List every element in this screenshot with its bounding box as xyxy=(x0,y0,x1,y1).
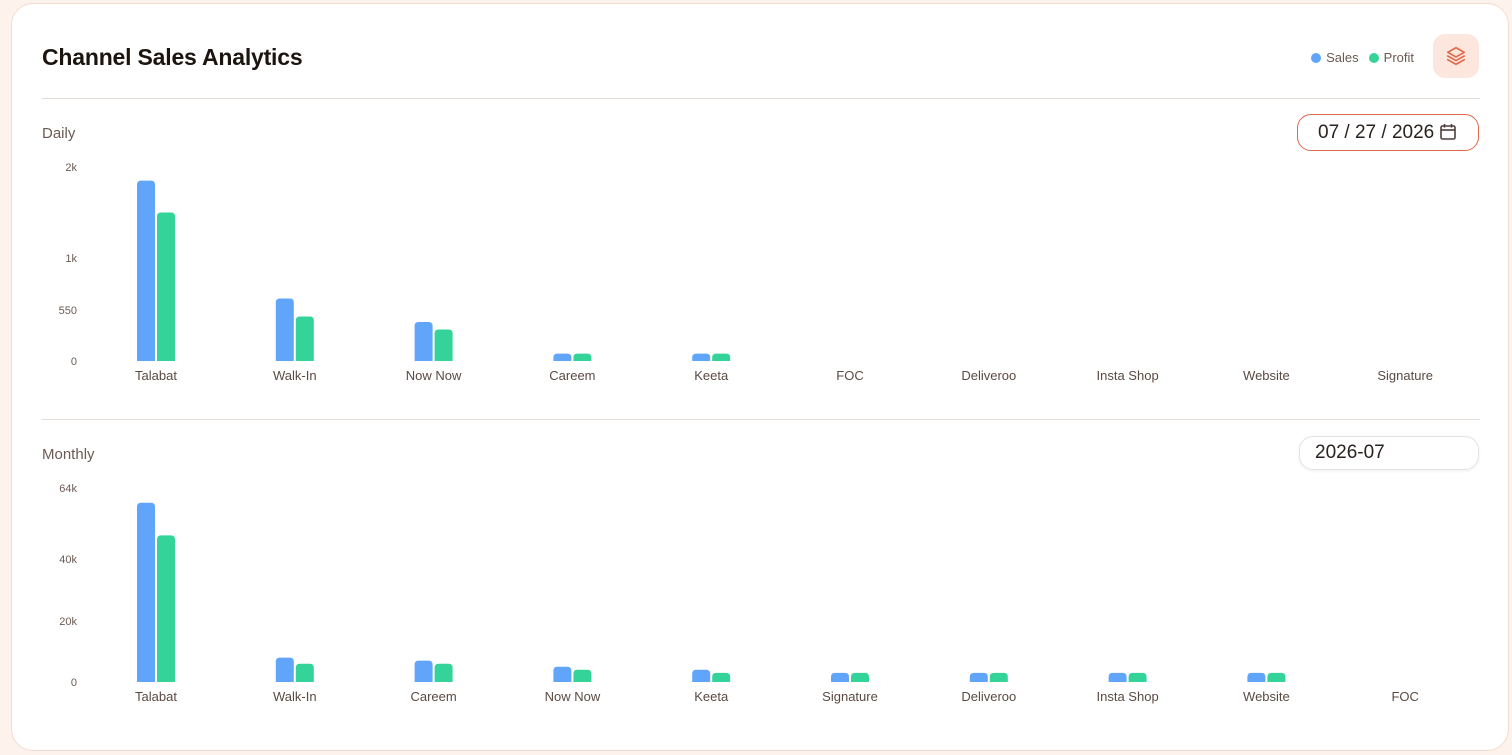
x-category-label: Talabat xyxy=(135,368,177,383)
y-tick-label: 20k xyxy=(59,616,77,628)
bar-sales-now-now[interactable] xyxy=(553,666,572,682)
bar-sales-website[interactable] xyxy=(1247,672,1266,682)
bar-profit-signature[interactable] xyxy=(851,672,869,682)
bar-profit-keeta[interactable] xyxy=(712,672,731,682)
bar-sales-walk-in[interactable] xyxy=(275,298,294,361)
y-tick-label: 1k xyxy=(65,253,77,265)
monthly-month-value: 2026-07 xyxy=(1315,442,1385,463)
x-category-label: Now Now xyxy=(406,368,462,383)
x-category-label: Signature xyxy=(1377,368,1433,383)
bar-sales-talabat[interactable] xyxy=(137,502,155,682)
y-tick-label: 0 xyxy=(71,356,77,368)
daily-label: Daily xyxy=(42,125,76,142)
bar-profit-website[interactable] xyxy=(1267,672,1286,682)
x-category-label: Signature xyxy=(822,689,878,704)
page-title: Channel Sales Analytics xyxy=(42,44,303,70)
bar-profit-keeta[interactable] xyxy=(712,353,731,361)
x-category-label: Keeta xyxy=(694,368,729,383)
x-category-label: Website xyxy=(1243,689,1290,704)
bar-sales-insta-shop[interactable] xyxy=(1108,672,1127,682)
bar-sales-now-now[interactable] xyxy=(414,322,433,361)
x-category-label: Careem xyxy=(410,689,456,704)
x-category-label: FOC xyxy=(1391,689,1418,704)
bar-sales-deliveroo[interactable] xyxy=(969,672,988,682)
bar-sales-keeta[interactable] xyxy=(692,669,711,682)
x-category-label: Walk-In xyxy=(273,368,317,383)
calendar-icon[interactable] xyxy=(1439,123,1457,141)
bar-profit-talabat[interactable] xyxy=(157,535,175,682)
legend-dot-profit xyxy=(1368,52,1379,63)
header-divider xyxy=(42,98,1480,99)
bar-sales-keeta[interactable] xyxy=(692,353,711,361)
layers-button[interactable] xyxy=(1433,34,1479,78)
x-category-label: Website xyxy=(1243,368,1290,383)
x-category-label: Deliveroo xyxy=(961,368,1016,383)
x-category-label: Insta Shop xyxy=(1097,368,1159,383)
x-category-label: Talabat xyxy=(135,689,177,704)
x-category-label: Now Now xyxy=(545,689,601,704)
legend-dot-sales xyxy=(1311,52,1322,63)
chart-legend: Sales Profit xyxy=(1301,50,1414,65)
layers-icon xyxy=(1446,46,1466,66)
y-tick-label: 64k xyxy=(59,483,77,495)
monthly-month-input[interactable]: 2026-07 xyxy=(1299,436,1479,470)
x-category-label: Insta Shop xyxy=(1097,689,1159,704)
daily-date-value: 07 / 27 / 2026 xyxy=(1318,121,1435,143)
bar-profit-deliveroo[interactable] xyxy=(989,672,1008,682)
legend-label-sales: Sales xyxy=(1326,50,1359,65)
bar-sales-walk-in[interactable] xyxy=(275,657,294,682)
y-tick-label: 0 xyxy=(71,677,77,689)
legend-item-sales[interactable]: Sales xyxy=(1311,50,1359,65)
channel-sales-card: Channel Sales Analytics Sales Profit Dai… xyxy=(11,3,1509,751)
bar-profit-insta-shop[interactable] xyxy=(1128,672,1147,682)
y-tick-label: 2k xyxy=(65,162,77,174)
section-divider xyxy=(42,419,1480,420)
bar-sales-signature[interactable] xyxy=(831,672,849,682)
x-category-label: Deliveroo xyxy=(961,689,1016,704)
bar-profit-careem[interactable] xyxy=(573,353,592,361)
bar-sales-careem[interactable] xyxy=(553,353,572,361)
bar-profit-walk-in[interactable] xyxy=(295,316,314,361)
legend-item-profit[interactable]: Profit xyxy=(1368,50,1414,65)
bar-profit-walk-in[interactable] xyxy=(295,663,314,682)
x-category-label: FOC xyxy=(836,368,863,383)
x-category-label: Walk-In xyxy=(273,689,317,704)
daily-bar-chart: 0 550 1k 2k Talabat Walk-In Now Now Careem Keeta… xyxy=(59,162,1433,383)
monthly-bar-chart: 0 20k 40k 64k Talabat Walk-In Careem Now Now Kee… xyxy=(59,483,1419,704)
legend-label-profit: Profit xyxy=(1383,50,1414,65)
y-tick-label: 40k xyxy=(59,554,77,566)
bar-profit-careem[interactable] xyxy=(434,663,453,682)
x-category-label: Keeta xyxy=(694,689,729,704)
bar-profit-now-now[interactable] xyxy=(434,329,453,361)
monthly-label: Monthly xyxy=(42,446,95,463)
bar-profit-talabat[interactable] xyxy=(157,212,175,362)
bar-sales-talabat[interactable] xyxy=(137,180,155,361)
bar-sales-careem[interactable] xyxy=(414,660,433,682)
daily-date-input[interactable]: 07 / 27 / 2026 xyxy=(1297,114,1479,151)
y-tick-label: 550 xyxy=(59,305,77,317)
x-category-label: Careem xyxy=(549,368,595,383)
bar-profit-now-now[interactable] xyxy=(573,669,592,682)
